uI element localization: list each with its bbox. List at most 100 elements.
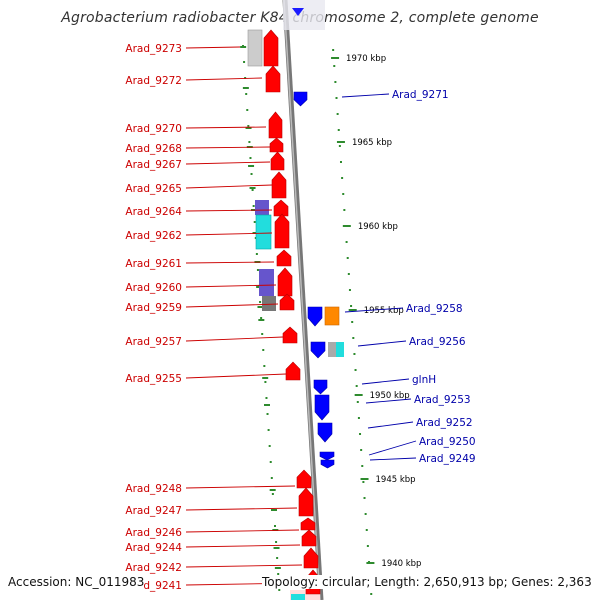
outer-ruler-dot [355, 385, 358, 387]
cyan-feature-block [255, 214, 272, 250]
forward-gene-arrow [301, 529, 317, 547]
forward-gene-arrow [263, 29, 279, 67]
left-gene-leader-line [185, 485, 296, 489]
forward-gene-arrow [277, 267, 293, 297]
forward-gene-arrow [303, 547, 319, 569]
left-gene-label: Arad_9273 [125, 43, 182, 55]
left-gene-leader-line [185, 284, 277, 288]
forward-gene-arrow [276, 249, 292, 267]
outer-ruler-dot [334, 81, 337, 83]
forward-gene-arrow [298, 487, 314, 517]
right-gene-label: Arad_9252 [416, 417, 473, 429]
left-gene-leader-line [185, 77, 263, 81]
outer-ruler-dot [339, 161, 342, 163]
genes-value: 2,363 [557, 575, 592, 589]
genes-label: Genes: [511, 575, 554, 589]
left-gene-label: Arad_9255 [125, 373, 182, 385]
cyan-feature-block [336, 342, 344, 357]
topology-footer: Topology: circular; Length: 2,650,913 bp… [262, 575, 592, 589]
inner-ruler-dot [245, 93, 248, 95]
right-gene-leader-line [368, 440, 417, 456]
reverse-gene-arrow [320, 459, 335, 469]
outer-ruler-dot [360, 449, 363, 451]
right-gene-label: Arad_9258 [406, 303, 463, 315]
forward-gene-arrow [300, 517, 316, 531]
forward-gene-arrow [282, 326, 298, 344]
left-gene-leader-line [185, 336, 284, 342]
inner-ruler-dot [255, 253, 258, 255]
left-gene-label: Arad_9259 [125, 302, 182, 314]
inner-ruler-dot [278, 589, 281, 591]
inner-ruler-dot [265, 397, 268, 399]
right-gene-label: Arad_9256 [409, 336, 466, 348]
left-gene-leader-line [185, 46, 241, 49]
inner-ruler-dot [248, 141, 251, 143]
left-gene-label: Arad_9265 [125, 183, 182, 195]
left-gene-label: Arad_9244 [125, 542, 182, 554]
right-gene-leader-line [365, 398, 412, 404]
inner-ruler-dot [263, 365, 266, 367]
inner-ruler-dot [252, 205, 255, 207]
right-gene-label: Arad_9249 [419, 453, 476, 465]
inner-ruler-dot [246, 109, 249, 111]
outer-ruler-dot [337, 129, 340, 131]
left-gene-leader-line [185, 261, 275, 264]
accession-label: Accession: [8, 575, 72, 589]
inner-ruler-dot [259, 301, 262, 303]
left-gene-leader-line [185, 126, 267, 129]
inner-ruler-dot [262, 349, 265, 351]
length-label: Length: [374, 575, 420, 589]
right-gene-label: glnH [412, 374, 436, 386]
outer-ruler-dot [366, 545, 369, 547]
kbp-label: 1965 kbp [352, 138, 392, 148]
inner-ruler-dot [251, 189, 254, 191]
outer-ruler-dot [332, 49, 335, 51]
left-gene-leader-line [185, 209, 273, 212]
forward-gene-arrow [270, 151, 285, 171]
gray-feature-block [328, 342, 338, 357]
outer-ruler-dot [365, 529, 368, 531]
left-gene-leader-line [185, 529, 300, 533]
inner-ruler-dot [270, 477, 273, 479]
reverse-gene-arrow [319, 451, 335, 461]
accession-value: NC_011983 [75, 575, 145, 589]
left-gene-label: Arad_9246 [125, 527, 182, 539]
right-gene-leader-line [344, 307, 404, 313]
kbp-label: 1940 kbp [381, 559, 421, 569]
outer-ruler-dot [354, 369, 357, 371]
topology-label: Topology: [262, 575, 319, 589]
outer-ruler-dot [335, 97, 338, 99]
forward-gene-arrow [279, 293, 295, 311]
reverse-gene-arrow [317, 422, 333, 443]
inner-ruler-dot [261, 333, 264, 335]
right-gene-label: Arad_9271 [392, 89, 449, 101]
right-gene-label: Arad_9253 [414, 394, 471, 406]
left-gene-leader-line [185, 507, 298, 511]
reverse-gene-arrow [314, 394, 330, 421]
reverse-gene-arrow [313, 379, 328, 395]
inner-ruler-dot [264, 381, 267, 383]
gray-feature-block [247, 29, 263, 67]
outer-ruler-dot [333, 65, 336, 67]
left-gene-leader-line [185, 544, 301, 548]
outer-ruler-dot [356, 401, 359, 403]
left-gene-leader-line [185, 564, 303, 568]
inner-ruler-dot [274, 525, 276, 527]
outer-ruler-dot [353, 353, 356, 355]
inner-ruler-dot [271, 493, 274, 495]
outer-ruler-dot [370, 593, 373, 595]
left-gene-label: Arad_9257 [125, 336, 182, 348]
right-gene-leader-line [361, 378, 410, 385]
left-gene-label: Arad_9267 [125, 159, 182, 171]
forward-gene-arrow [265, 65, 281, 93]
reverse-gene-arrow [293, 91, 308, 107]
top-reverse-gene-arrow [292, 8, 304, 16]
outer-ruler-dot [336, 113, 339, 115]
reverse-gene-arrow [307, 306, 323, 327]
kbp-label: 1955 kbp [364, 306, 404, 316]
outer-ruler-dot [346, 257, 349, 259]
inner-ruler-dot [267, 429, 270, 431]
inner-ruler-dot [266, 413, 269, 415]
left-gene-label: Arad_9264 [125, 206, 182, 218]
inner-ruler-dot [268, 445, 271, 447]
